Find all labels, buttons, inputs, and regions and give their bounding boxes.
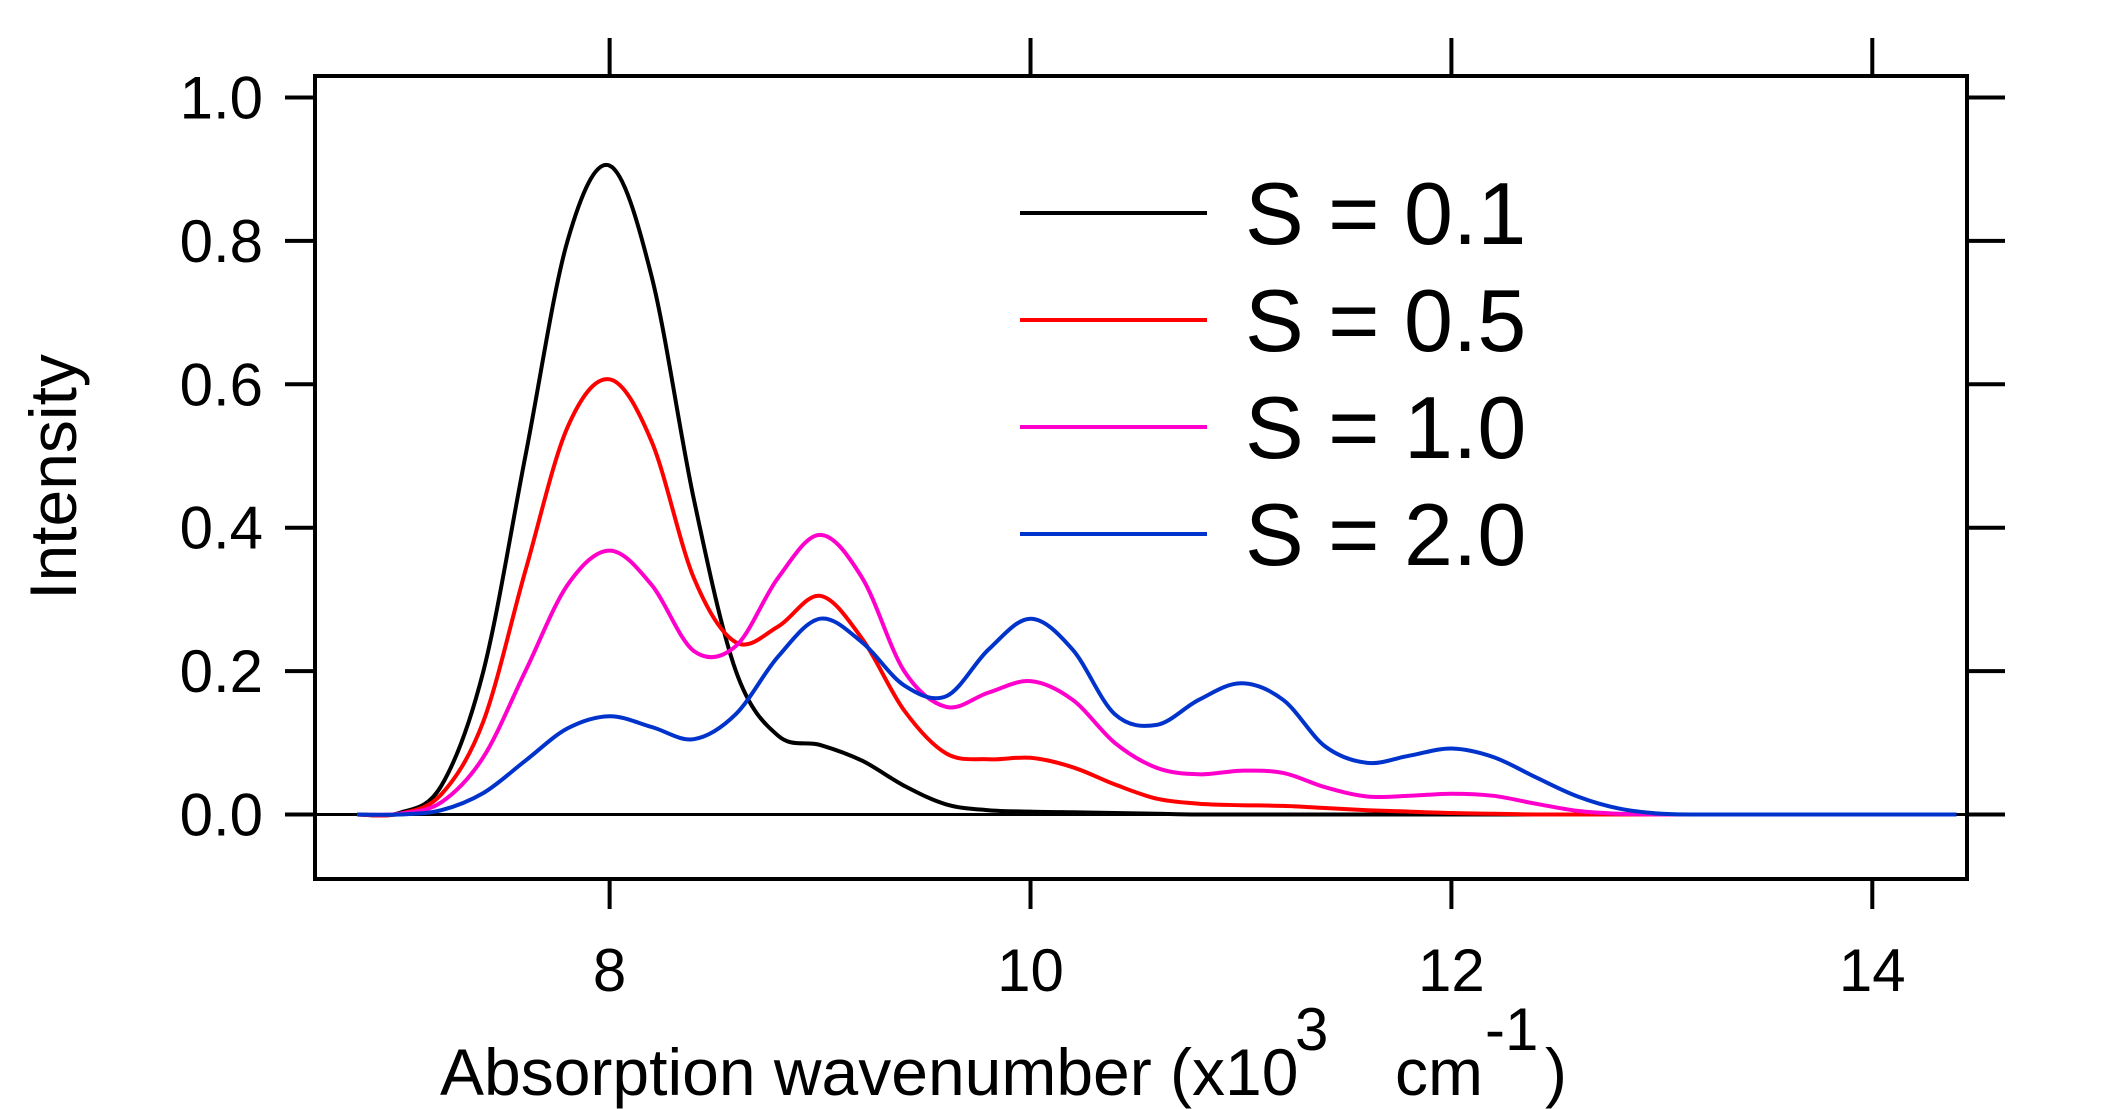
legend-label-3: S = 1.0 [1245, 378, 1526, 477]
x-tick-label: 14 [1839, 937, 1906, 1004]
x-axis-title-unit: cm [1395, 1035, 1483, 1109]
legend: S = 0.1S = 0.5S = 1.0S = 2.0 [1020, 164, 1526, 584]
y-tick-label: 1.0 [180, 65, 263, 132]
x-tick-label: 8 [593, 937, 626, 1004]
y-tick-label: 0.8 [180, 208, 263, 275]
x-axis-title-close: ) [1545, 1035, 1567, 1109]
x-axis-title-main: Absorption wavenumber (x10 [440, 1035, 1298, 1109]
x-axis-title: Absorption wavenumber (x10 3 cm -1 ) [440, 996, 1567, 1109]
legend-label-4: S = 2.0 [1245, 485, 1526, 584]
legend-label-1: S = 0.1 [1245, 164, 1526, 263]
plot-frame [313, 74, 1969, 881]
x-axis-title-unit-exponent: -1 [1485, 996, 1538, 1063]
axis-ticks: 8 10 12 14 0.0 0.2 0.4 0.6 0.8 1.0 [180, 38, 2005, 1004]
y-axis-title: Intensity [16, 354, 90, 600]
x-tick-label: 10 [997, 937, 1064, 1004]
x-axis-title-exponent: 3 [1295, 996, 1328, 1063]
y-tick-label: 0.0 [180, 781, 263, 848]
y-tick-label: 0.2 [180, 638, 263, 705]
y-tick-label: 0.6 [180, 351, 263, 418]
series-line-4 [357, 616, 1957, 817]
legend-label-2: S = 0.5 [1245, 271, 1526, 370]
series-layer [357, 162, 1957, 818]
y-tick-label: 0.4 [180, 495, 263, 562]
x-tick-label: 12 [1418, 937, 1485, 1004]
series-line-3 [357, 532, 1957, 817]
series-line-2 [357, 377, 1957, 818]
